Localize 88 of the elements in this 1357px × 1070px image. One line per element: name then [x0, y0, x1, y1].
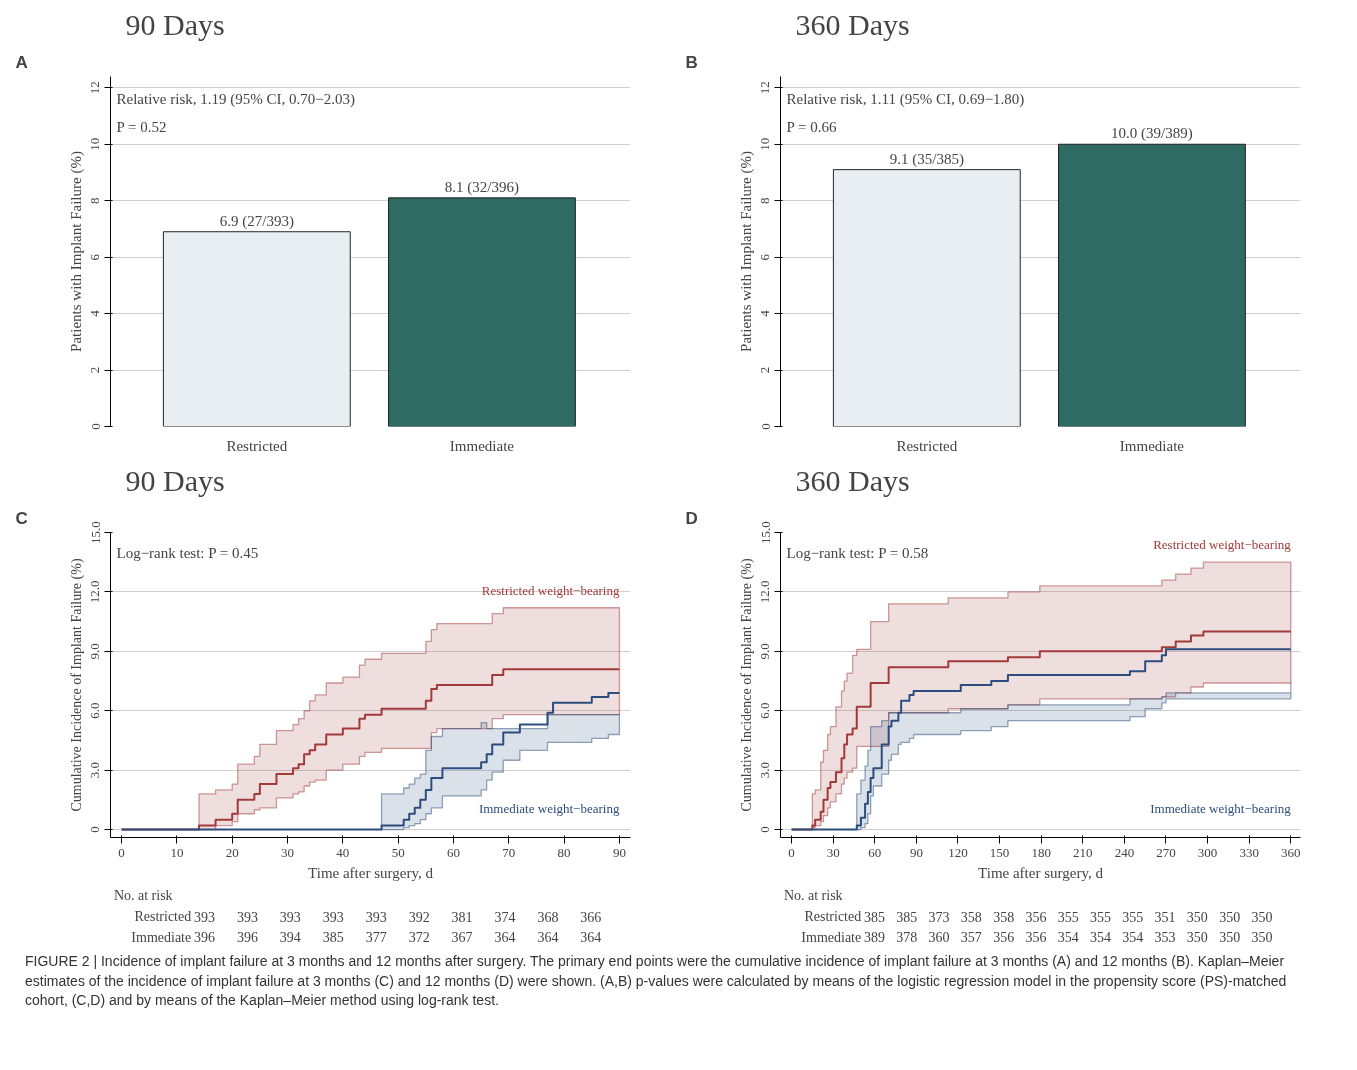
x-tick-label: 50 — [391, 844, 405, 860]
y-tick-label: 12 — [87, 81, 103, 95]
data-label: 6.9 (27/393) — [219, 212, 294, 230]
y-tick-label: 6 — [87, 253, 103, 261]
x-tick-label: 90 — [909, 844, 923, 860]
y-axis-title: Cumulative Incidence of Implant Failure (%) — [68, 558, 85, 812]
text: No. at risk — [783, 888, 843, 904]
y-tick-label: 2 — [757, 366, 773, 374]
data-label: 9.1 (35/385) — [889, 150, 964, 168]
x-tick-label: 0 — [788, 844, 795, 860]
x-tick-label: 330 — [1239, 844, 1259, 860]
y-axis-title: Patients with Implant Failure (%) — [737, 151, 755, 352]
x-tick-label: 360 — [1281, 844, 1301, 860]
text: Immediate 396 396 394 385 377 372 367 364 364 364 — [131, 929, 602, 946]
y-axis-title: Patients with Implant Failure (%) — [67, 151, 85, 352]
x-tick-label: 210 — [1073, 844, 1093, 860]
x-tick-label: 40 — [336, 844, 350, 860]
text: Restricted weight−bearing — [1153, 537, 1292, 553]
x-tick-label: 270 — [1156, 844, 1176, 860]
x-tick-label: 60 — [868, 844, 882, 860]
x-axis-title: Time after surgery, d — [978, 864, 1104, 881]
y-tick-label: 10 — [87, 137, 103, 151]
text: Immediate 389 378 360 357 356 356 354 354 354 353 350 350 350 — [801, 929, 1273, 946]
annotation: Log−rank test: P = 0.58 — [786, 544, 929, 561]
text: No. at risk — [113, 888, 173, 904]
text: Restricted weight−bearing — [481, 582, 620, 598]
x-tick-label: 300 — [1197, 844, 1218, 860]
x-axis-title: Time after surgery, d — [308, 864, 434, 881]
text: Restricted 393 393 393 393 393 392 381 374 368 366 — [134, 909, 602, 925]
caption: FIGURE 2 | Incidence of implant failure at 3 months and 12 months after surgery. The primary end points were the cumulative incidence of implant failure at 3 months (A) and 12 months (B). Kaplan–Meier estimates of the incidence of implant failure at 3 months (C) and 12 months (D) were shown. (A,B) p-values were calculated by means of the logistic regression model in the propensity score (PS)-matched cohort, (C,D) and by means of the Kaplan–Meier method using log-rank test. — [25, 952, 1288, 1011]
y-tick-label: 6 — [757, 253, 773, 261]
y-tick-label: 8 — [757, 197, 773, 204]
y-tick-label: 12.0 — [87, 580, 103, 604]
y-tick-label: 15.0 — [757, 521, 773, 544]
x-tick-label: 90 — [612, 844, 626, 860]
y-tick-label: 0 — [87, 826, 103, 833]
y-tick-label: 6.0 — [87, 702, 103, 719]
y-tick-label: 8 — [87, 197, 103, 204]
x-tick-label: Immediate — [1119, 437, 1185, 454]
annotation: P = 0.66 — [786, 118, 837, 135]
annotation: Relative risk, 1.11 (95% CI, 0.69−1.80) — [786, 90, 1025, 108]
y-tick-label: 4 — [87, 309, 103, 317]
y-tick-label: 0 — [87, 423, 103, 430]
x-tick-label: 80 — [557, 844, 571, 860]
text: Immediate weight−bearing — [1150, 800, 1292, 816]
y-tick-label: 12.0 — [757, 580, 773, 604]
y-tick-label: 2 — [87, 366, 103, 374]
x-tick-label: 0 — [118, 844, 125, 860]
x-tick-label: 120 — [948, 844, 968, 860]
y-tick-label: 4 — [757, 309, 773, 317]
x-tick-label: 70 — [502, 844, 516, 860]
data-label: 8.1 (32/396) — [444, 178, 520, 196]
chart-title: 360 Days — [795, 7, 910, 41]
y-tick-label: 0 — [757, 826, 773, 833]
x-tick-label: 150 — [989, 844, 1010, 860]
y-tick-label: 3.0 — [757, 762, 773, 779]
y-tick-label: 9.0 — [87, 643, 103, 660]
x-tick-label: Immediate — [449, 437, 515, 454]
y-tick-label: 3.0 — [87, 762, 103, 779]
chart-title: 90 Days — [125, 7, 225, 41]
chart-title: 360 Days — [795, 463, 910, 497]
annotation: Relative risk, 1.19 (95% CI, 0.70−2.03) — [116, 90, 355, 108]
x-tick-label: Restricted — [226, 437, 288, 454]
y-tick-label: 9.0 — [757, 643, 773, 660]
y-tick-label: 6.0 — [757, 702, 773, 719]
text: B — [685, 52, 698, 72]
y-axis-title: Cumulative Incidence of Implant Failure (%) — [738, 558, 755, 812]
text: A — [15, 52, 28, 72]
x-tick-label: 30 — [826, 844, 840, 860]
y-tick-label: 12 — [757, 81, 773, 95]
text: Immediate weight−bearing — [478, 800, 620, 816]
chart-title: 90 Days — [125, 463, 225, 497]
x-tick-label: 240 — [1114, 844, 1135, 860]
y-tick-label: 15.0 — [87, 521, 103, 544]
x-tick-label: 60 — [446, 844, 460, 860]
data-label: 10.0 (39/389) — [1111, 125, 1193, 143]
x-tick-label: 20 — [225, 844, 239, 860]
text: Restricted 385 385 373 358 358 356 355 355 355 351 350 350 350 — [804, 909, 1273, 925]
y-tick-label: 0 — [757, 423, 773, 430]
x-tick-label: Restricted — [896, 437, 958, 454]
x-tick-label: 30 — [281, 844, 295, 860]
x-tick-label: 180 — [1031, 844, 1051, 860]
text: C — [15, 508, 28, 528]
text: D — [685, 508, 698, 528]
y-tick-label: 10 — [757, 137, 773, 151]
annotation: P = 0.52 — [116, 118, 167, 135]
annotation: Log−rank test: P = 0.45 — [116, 544, 259, 561]
x-tick-label: 10 — [170, 844, 184, 860]
